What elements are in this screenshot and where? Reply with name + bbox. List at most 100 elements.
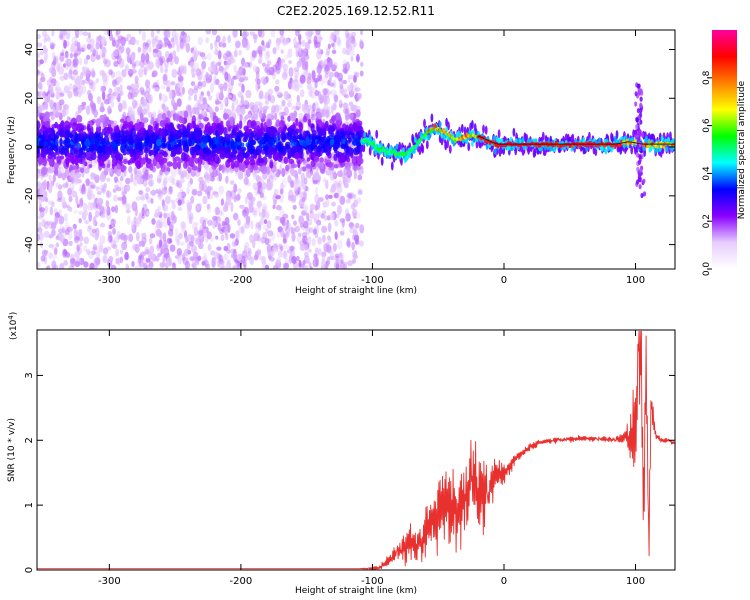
spectrogram-cell (259, 187, 265, 194)
spectrogram-cell (398, 141, 402, 151)
spectrogram-cell (257, 30, 263, 38)
spectrogram-cell (306, 172, 312, 179)
spectrogram-cell (215, 118, 220, 124)
spectrogram-cell (96, 198, 103, 204)
spectrogram-cell (68, 153, 73, 162)
spectrogram-cell (311, 86, 316, 92)
spectrogram-cell (229, 154, 234, 159)
spectrogram-cell (248, 204, 255, 214)
spectrogram-cell (312, 229, 316, 236)
spectrogram-cell (181, 223, 186, 234)
spectrogram-cell (72, 69, 78, 76)
spectrogram-cell (186, 104, 191, 112)
spectrogram-cell (51, 51, 55, 60)
spectrogram-cell (313, 228, 317, 235)
spectrogram-cell (326, 106, 331, 111)
spectrogram-cell (55, 101, 60, 112)
spectrogram-cell (218, 136, 225, 143)
spectrogram-cell (356, 56, 360, 62)
spectrogram-cell (171, 68, 178, 78)
spectrogram-cell (53, 143, 59, 152)
spectrogram-cell (266, 181, 272, 191)
spectrogram-cell (215, 100, 222, 105)
spectrogram-cell (239, 119, 243, 129)
spectrogram-cell (130, 147, 135, 156)
spectrogram-cell (71, 36, 78, 45)
spectrogram-cell (280, 49, 284, 54)
spectrogram-cell (296, 255, 300, 262)
spectrogram-cell (276, 257, 281, 264)
spectrogram-cell (111, 140, 117, 148)
spectrogram-cell (167, 30, 171, 38)
spectrogram-cell (81, 101, 87, 106)
spectrogram-cell (175, 40, 181, 48)
spectrogram-cell (190, 68, 194, 74)
spectrogram-cell (259, 110, 263, 120)
spectrogram-cell (90, 193, 95, 200)
spectrogram-cell (84, 219, 90, 225)
spectrogram-cell (114, 133, 121, 139)
spectrogram-cell (199, 94, 204, 100)
spectrogram-cell (68, 240, 73, 246)
spectrogram-cell (196, 127, 203, 138)
spectrogram-cell (52, 174, 56, 183)
spectrogram-cell (145, 45, 150, 54)
spectrogram-cell (77, 30, 84, 36)
spectrogram-cell (258, 54, 263, 63)
spectrogram-cell (314, 89, 320, 97)
spectrogram-cell (241, 83, 245, 93)
spectrogram-cell (156, 178, 162, 183)
spectrogram-cell (264, 211, 270, 219)
spectrogram-cell (342, 67, 348, 74)
spectrogram-cell (220, 234, 225, 242)
spectrogram-cell (203, 252, 208, 261)
spectrogram-cell (243, 76, 249, 81)
spectrogram-cell (96, 190, 102, 196)
spectrogram-cell (74, 236, 80, 241)
spectrogram-cell (348, 123, 354, 133)
spectrogram-cell (149, 173, 153, 179)
spectrogram-cell (282, 244, 289, 250)
spectrogram-cell (158, 194, 163, 201)
spectrogram-cell (319, 59, 325, 68)
spectrogram-cell (40, 126, 46, 132)
spectrogram-cell (325, 170, 332, 176)
spectrogram-cell (298, 33, 302, 42)
spectrogram-cell (101, 139, 106, 145)
spectrogram-cell (221, 220, 226, 227)
spectrogram-cell (89, 262, 95, 269)
spectrogram-cell (76, 231, 81, 236)
spectrogram-cell (346, 237, 351, 248)
spectrogram-cell (43, 250, 49, 255)
spectrogram-cell (293, 36, 297, 46)
spectrogram-cell (316, 64, 322, 75)
spectrogram-cell (326, 47, 331, 56)
spectrogram-cell (315, 30, 321, 35)
spectrogram-cell (166, 167, 171, 172)
spectrogram-cell (135, 231, 140, 242)
spectrogram-cell (108, 168, 113, 174)
spectrogram-cell (264, 237, 270, 245)
spectrogram-cell (217, 50, 222, 60)
spectrogram-cell (163, 253, 168, 259)
spectrogram-cell (427, 134, 431, 141)
spectrogram-cell (228, 133, 234, 139)
spectrogram-cell (306, 35, 312, 40)
spectrogram-cell (160, 248, 164, 255)
spectrogram-cell (257, 45, 263, 55)
spectrogram-cell (280, 230, 285, 238)
spectrogram-cell (100, 101, 104, 111)
spectrogram-cell (342, 79, 347, 85)
spectrogram-cell (255, 70, 260, 80)
spectrogram-cell (331, 64, 338, 70)
spectrogram-cell (175, 91, 182, 97)
spectrogram-cell (39, 210, 45, 218)
spectrogram-cell (328, 125, 335, 132)
spectrogram-cell (168, 90, 173, 100)
spectrogram-cell (164, 95, 168, 103)
spectrogram-cell (95, 137, 101, 146)
spectrogram-cell (177, 160, 181, 170)
spectrogram-cell (168, 257, 172, 267)
spectrogram-cell (336, 239, 343, 250)
